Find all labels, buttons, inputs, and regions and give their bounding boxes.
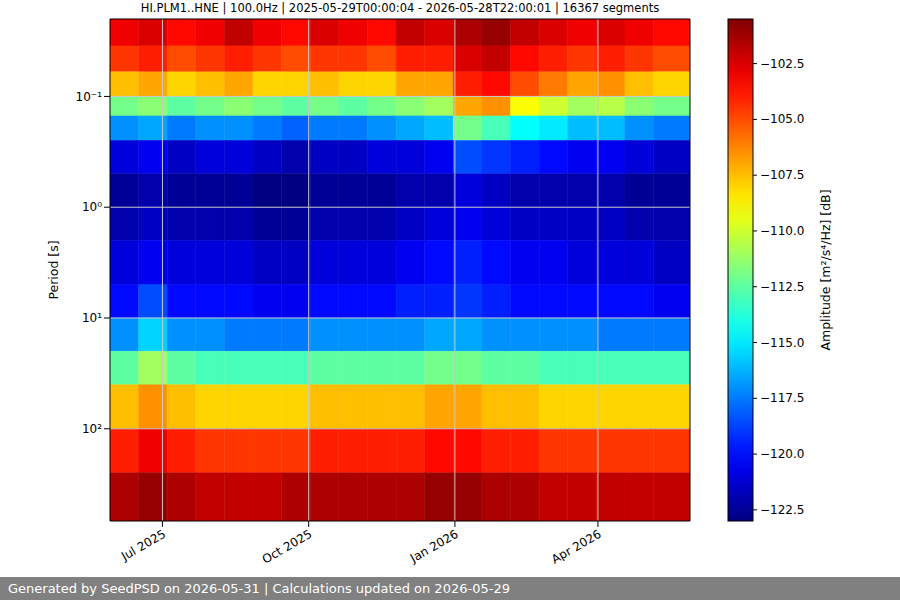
svg-text:10⁻¹: 10⁻¹: [76, 90, 103, 104]
svg-text:−115.0: −115.0: [760, 336, 804, 350]
svg-text:Apr 2026: Apr 2026: [549, 527, 604, 567]
svg-text:10⁰: 10⁰: [82, 200, 102, 214]
svg-text:Period [s]: Period [s]: [46, 240, 61, 299]
svg-text:Jan 2026: Jan 2026: [407, 527, 461, 566]
svg-text:10²: 10²: [82, 422, 102, 436]
svg-text:Amplitude [m²/s⁴/Hz] [dB]: Amplitude [m²/s⁴/Hz] [dB]: [818, 189, 833, 350]
svg-text:−105.0: −105.0: [760, 112, 804, 126]
html-text:HI.PLM1..HNE | 100.0Hz | 2025-: HI.PLM1..HNE | 100.0Hz | 2025-05-29T00:0…: [140, 1, 660, 15]
svg-text:Jul 2025: Jul 2025: [118, 527, 168, 564]
svg-text:−110.0: −110.0: [760, 224, 804, 238]
svg-text:−122.5: −122.5: [760, 503, 804, 517]
svg-text:−117.5: −117.5: [760, 391, 804, 405]
svg-text:−107.5: −107.5: [760, 168, 804, 182]
svg-text:−102.5: −102.5: [760, 57, 804, 71]
svg-text:−112.5: −112.5: [760, 280, 804, 294]
svg-text:10¹: 10¹: [82, 311, 102, 325]
svg-text:Oct 2025: Oct 2025: [260, 527, 315, 567]
svg-text:−120.0: −120.0: [760, 447, 804, 461]
html-text:Generated by SeedPSD on 2026-0: Generated by SeedPSD on 2026-05-31 | Cal…: [8, 581, 510, 596]
